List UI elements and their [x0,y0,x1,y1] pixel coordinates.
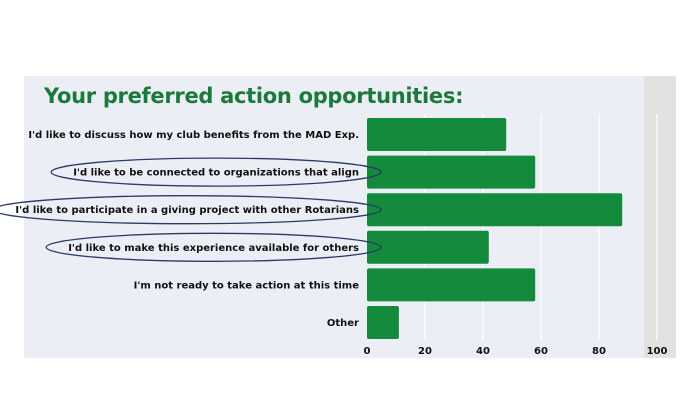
x-tick-label: 20 [418,346,432,357]
x-tick-label: 0 [364,346,371,357]
highlight-ellipse [0,195,382,225]
category-label: I'd like to be connected to organization… [73,168,359,179]
bar [367,118,507,151]
category-label: I'd like to discuss how my club benefits… [28,130,359,141]
bar [367,193,623,227]
x-tick-label: 100 [647,346,668,357]
highlight-ellipse [45,232,382,262]
chart-title: Your preferred action opportunities: [44,84,464,108]
x-tick-label: 60 [534,346,548,357]
bar [367,306,399,339]
category-label: Other [327,318,359,329]
highlight-ellipse [50,157,382,187]
category-label: I'm not ready to take action at this tim… [134,280,360,291]
category-label: I'd like to make this experience availab… [68,243,359,254]
bar [367,268,536,302]
x-tick-label: 80 [592,346,606,357]
bar [367,155,536,189]
bar [367,230,489,264]
category-label: I'd like to participate in a giving proj… [15,205,359,216]
x-tick-label: 40 [476,346,490,357]
panel-edge-strip [644,76,676,358]
